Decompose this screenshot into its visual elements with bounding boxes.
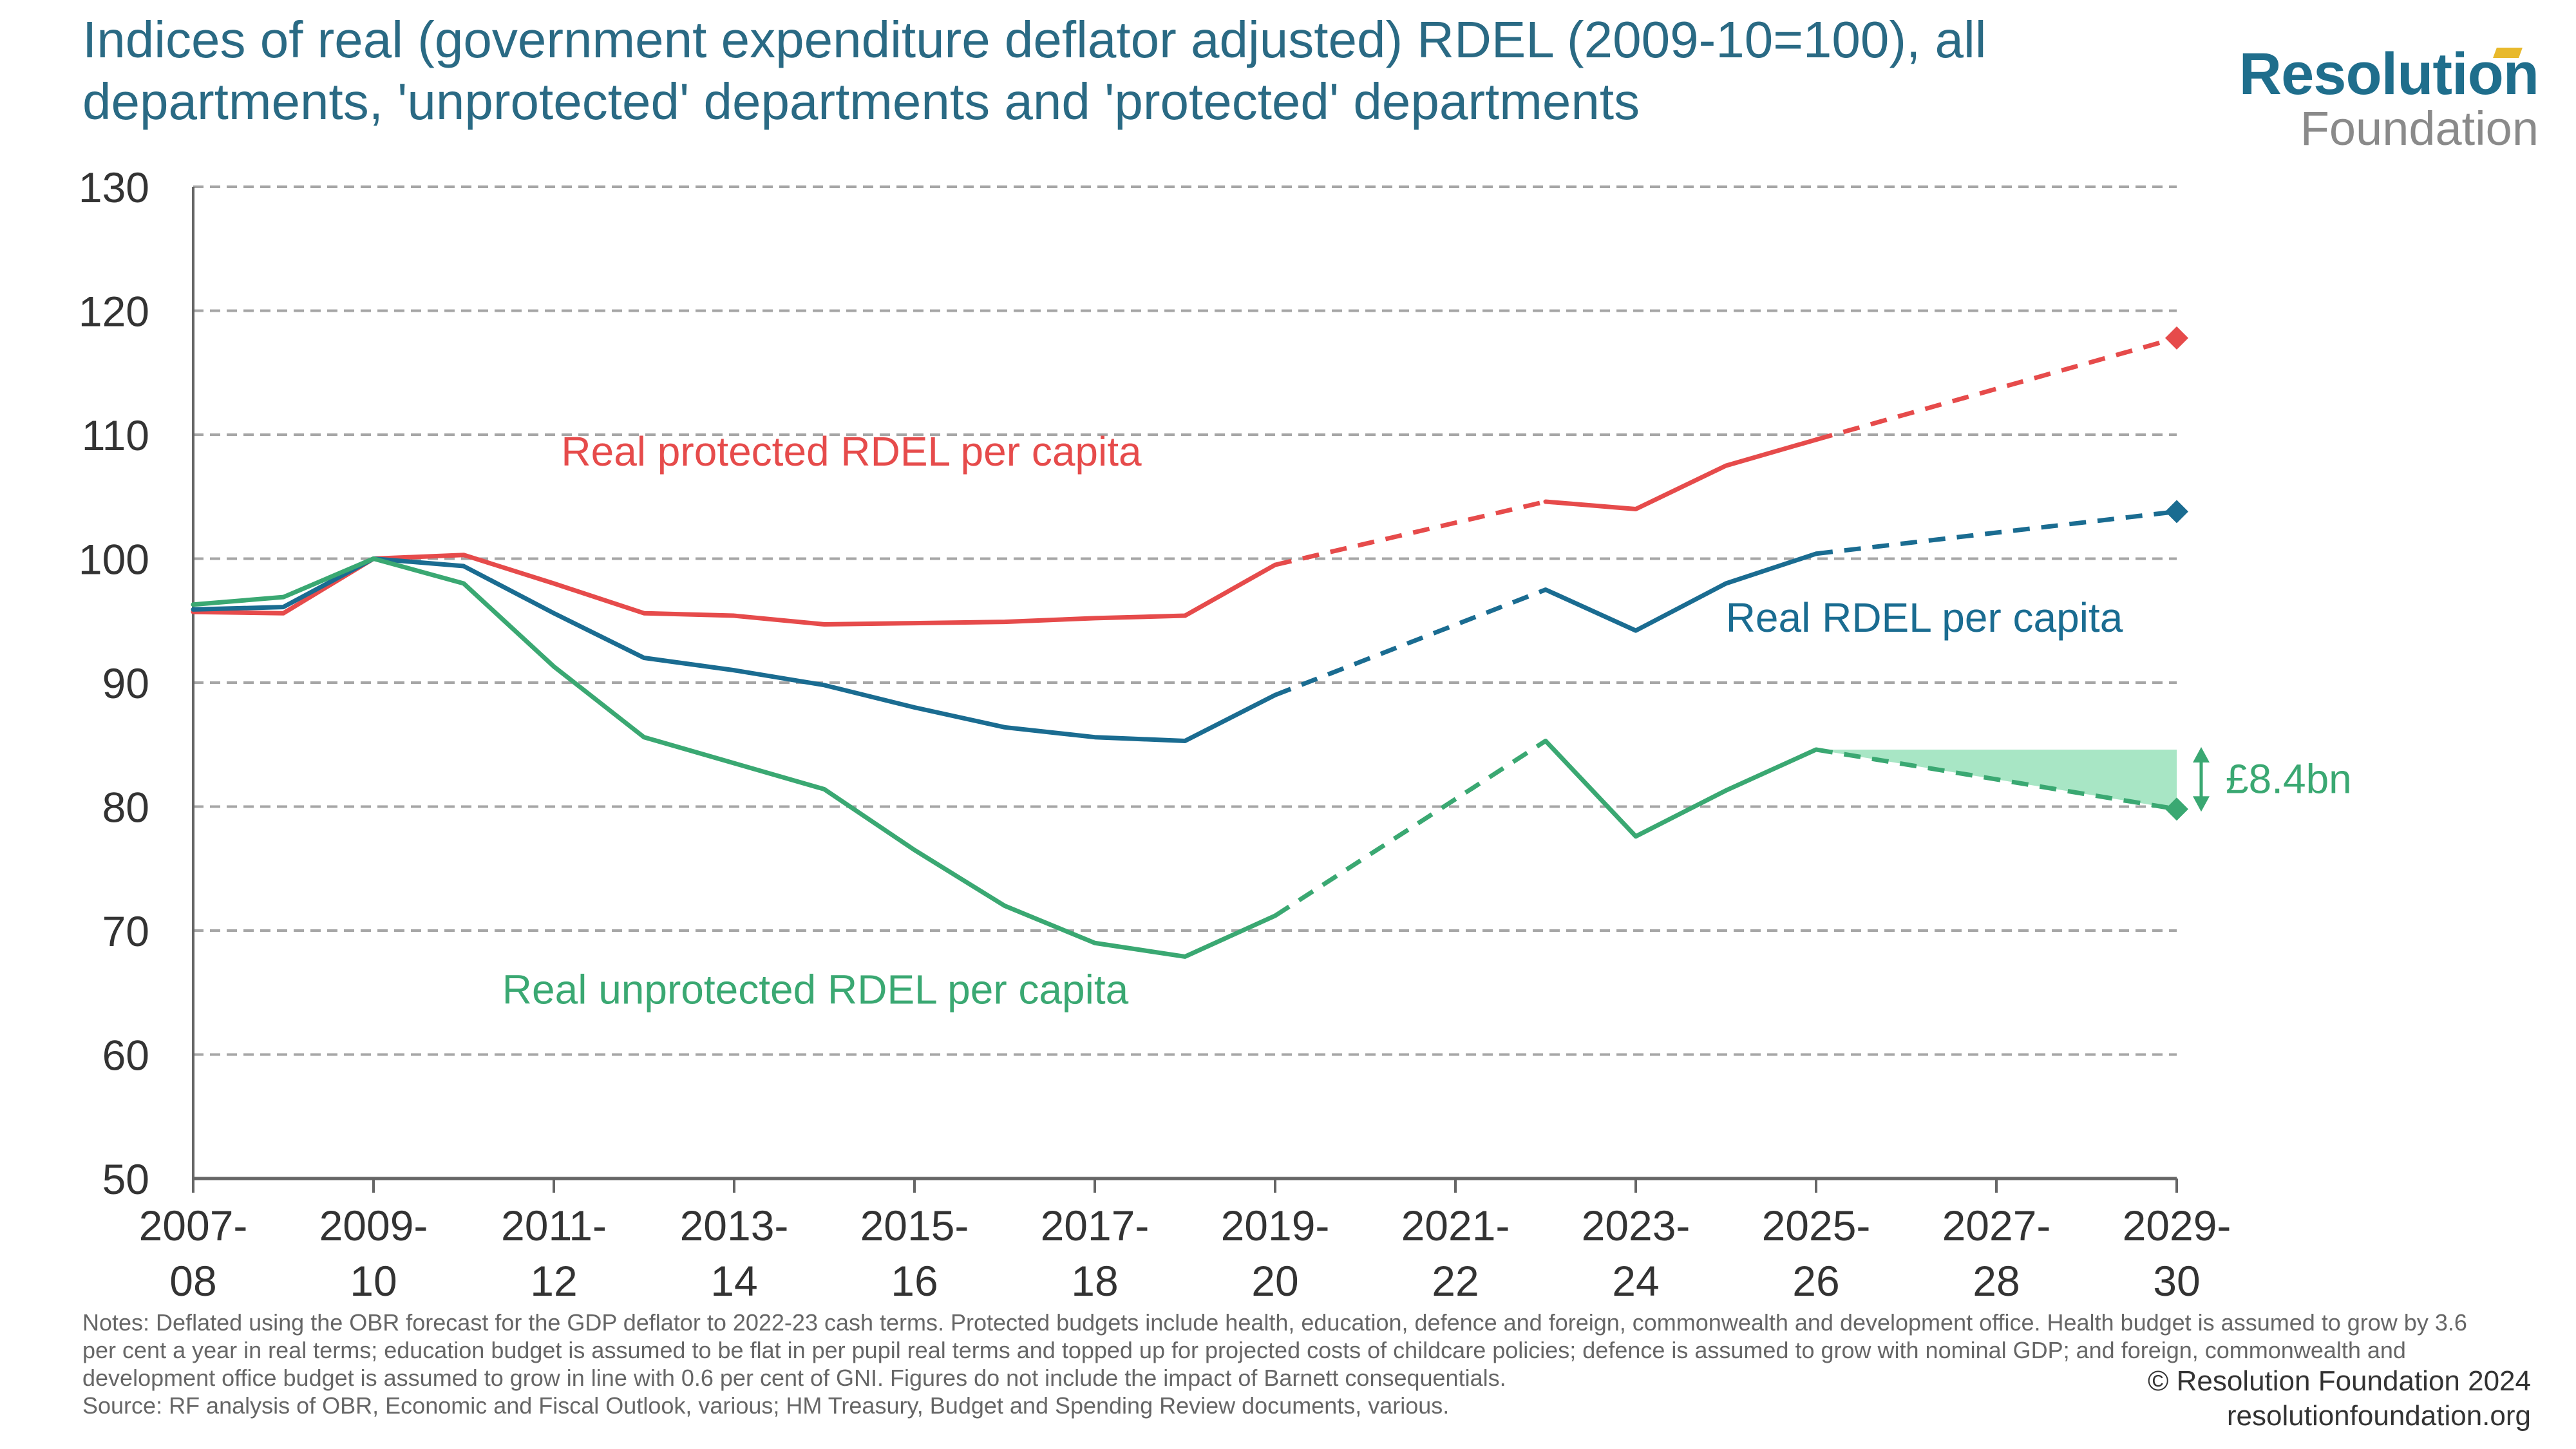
y-tick-label: 90: [102, 659, 149, 707]
chart-notes: Notes: Deflated using the OBR forecast f…: [82, 1309, 2478, 1419]
series-label-all: Real RDEL per capita: [1726, 594, 2123, 641]
website-text: resolutionfoundation.org: [2226, 1400, 2531, 1432]
x-axis: 2007- 08 2009- 10 2011- 12 2013- 14 2015- 16 2017-…: [139, 187, 2231, 1305]
x-tick-label: 2027-: [1942, 1202, 2051, 1249]
gridlines: [193, 185, 2177, 1056]
all-line-solid: [191, 556, 1278, 743]
x-tick-label: 08: [169, 1257, 216, 1305]
unprotected-line-solid: [191, 556, 1278, 959]
unprotected-line-dashed: [1815, 747, 2177, 811]
x-tick-label: 2009-: [319, 1202, 428, 1249]
y-tick-label: 70: [102, 907, 149, 955]
x-tick-label: 2017-: [1041, 1202, 1150, 1249]
x-tick-label: 14: [710, 1257, 757, 1305]
x-tick-label: 2011-: [501, 1202, 607, 1249]
unprotected-end-marker: [2165, 797, 2188, 821]
x-tick-label: 2021-: [1401, 1202, 1510, 1249]
x-tick-label: 2029-: [2123, 1202, 2231, 1249]
protected-line-dashed: [1274, 499, 1546, 567]
x-tick-label: 16: [891, 1257, 938, 1305]
unprotected-line-solid: [1543, 738, 1819, 839]
x-tick-label: 2025-: [1762, 1202, 1871, 1249]
series-labels: Real protected RDEL per capita Real RDEL …: [502, 428, 2352, 1012]
x-tick-label: 28: [1973, 1257, 2020, 1305]
y-tick-label: 80: [102, 784, 149, 831]
x-tick-label: 30: [2153, 1257, 2200, 1305]
x-tick-label: 2023-: [1582, 1202, 1690, 1249]
all-line-dashed: [1815, 509, 2177, 556]
x-tick-label: 26: [1792, 1257, 1839, 1305]
unprotected-line-dashed: [1274, 739, 1547, 918]
all-end-marker: [2165, 500, 2188, 524]
x-tick-label: 12: [530, 1257, 577, 1305]
all-line-solid: [1543, 551, 1819, 633]
y-axis-tick-labels: 50 60 70 80 90 100 110 120 130: [79, 164, 149, 1203]
series-label-unprotected: Real unprotected RDEL per capita: [502, 967, 1129, 1013]
copyright-block: © Resolution Foundation 2024 resolutionf…: [2148, 1364, 2531, 1434]
chart-title: Indices of real (government expenditure …: [82, 11, 1987, 130]
notes-text: Notes: Deflated using the OBR forecast f…: [82, 1309, 2467, 1391]
gap-arrow-head-up: [2193, 746, 2210, 762]
y-tick-label: 50: [102, 1155, 149, 1203]
x-tick-label: 18: [1071, 1257, 1118, 1305]
x-tick-label: 2015-: [860, 1202, 969, 1249]
y-tick-label: 110: [82, 412, 149, 459]
protected-end-marker: [2165, 326, 2188, 350]
x-tick-label: 10: [350, 1257, 397, 1305]
series-markers: [2165, 326, 2210, 821]
resolution-foundation-logo: Resolution Foundation: [2239, 41, 2539, 155]
all-line-dashed: [1274, 587, 1547, 697]
y-tick-label: 100: [79, 536, 149, 583]
series-label-protected: Real protected RDEL per capita: [561, 428, 1142, 475]
y-tick-label: 120: [79, 288, 149, 336]
series-lines: [191, 336, 2177, 959]
logo-wordmark-bottom: Foundation: [2300, 102, 2539, 155]
logo-wordmark-top: Resolution: [2239, 41, 2539, 107]
x-tick-label: 22: [1432, 1257, 1479, 1305]
copyright-text: © Resolution Foundation 2024: [2147, 1365, 2531, 1397]
protected-line-dashed: [1815, 336, 2177, 442]
protected-line-solid: [1543, 437, 1819, 511]
x-tick-label: 2019-: [1221, 1202, 1330, 1249]
gap-arrow-head-down: [2193, 796, 2210, 812]
y-tick-label: 130: [79, 164, 149, 211]
x-tick-label: 20: [1251, 1257, 1298, 1305]
series-label-unprotected: £8.4bn: [2226, 755, 2352, 802]
source-text: Source: RF analysis of OBR, Economic and…: [82, 1392, 1450, 1419]
x-tick-label: 24: [1612, 1257, 1659, 1305]
x-tick-label: 2013-: [680, 1202, 789, 1249]
y-tick-label: 60: [102, 1032, 149, 1079]
x-tick-label: 2007-: [139, 1202, 248, 1249]
